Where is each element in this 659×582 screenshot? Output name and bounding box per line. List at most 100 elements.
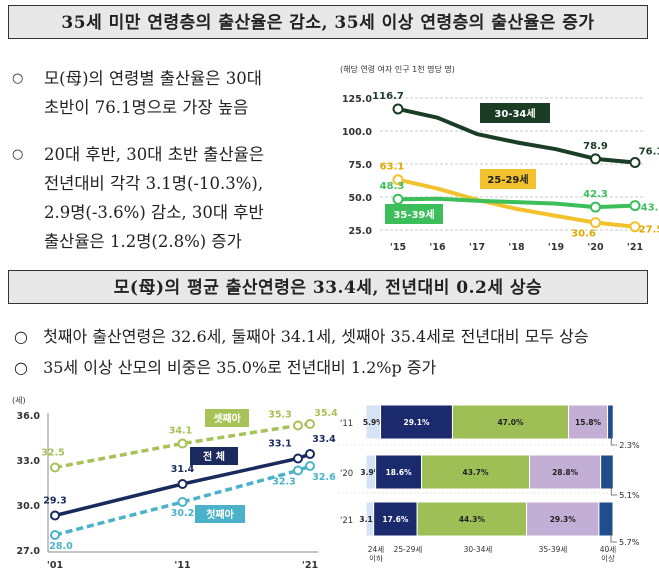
data-point (629, 157, 641, 169)
segment-label: 43.7% (463, 468, 490, 477)
age-share-stacked-bar-chart: '11 5.9% 29.1% 47.0% 15.8% 2.3% '20 3.9% 18.6% 43… (338, 404, 640, 563)
data-label: 34.1 (169, 426, 192, 437)
series-line-셋째아 (54, 422, 311, 470)
label-leader (610, 485, 618, 496)
y-tick-label: 36.0 (17, 411, 41, 422)
legend-box (480, 103, 550, 123)
legend-label: 35-39세 (393, 208, 434, 221)
data-point (392, 103, 404, 115)
chart-title: (해당 연령 여자 인구 1천 명당 명) (340, 64, 455, 74)
data-label: 33.4 (312, 434, 336, 445)
legend-label: 전 체 (203, 450, 225, 463)
x-tick-label: '01 (47, 560, 63, 571)
x-tick-label: '11 (174, 560, 190, 571)
bar-segment-25-29세 (380, 404, 453, 440)
segment-label: 18.6% (386, 468, 413, 477)
y-tick-label: 75.0 (349, 160, 373, 171)
legend-box (190, 447, 238, 465)
bullet-2-line2: 전년대비 각각 3.1명(-10.3%), (44, 174, 264, 193)
segment-label: 3.9% (360, 468, 381, 477)
x-tick-label: '16 (429, 242, 446, 253)
bullet-2-line3: 2.9명(-3.6%) 감소, 30대 후반 (44, 203, 264, 222)
data-point (590, 217, 601, 229)
category-label: '11 (340, 419, 353, 429)
data-label: 33.1 (268, 439, 291, 450)
bullet-marker: ○ (12, 71, 24, 86)
data-label: 30.2 (171, 508, 194, 519)
y-tick-label: 125.0 (342, 94, 372, 105)
data-label: 32.3 (272, 477, 295, 488)
data-label: 63.1 (380, 162, 405, 173)
data-point (293, 420, 303, 431)
data-label: 30.6 (571, 229, 596, 240)
segment-label: 47.0% (497, 418, 524, 427)
bar-segment-40세 이상 (600, 454, 614, 490)
y-tick-label: 30.0 (17, 501, 41, 512)
data-point (177, 497, 188, 507)
legend-box (195, 505, 245, 523)
category-label: '20 (340, 469, 353, 479)
data-point (305, 449, 315, 459)
axis-label: 40세 (600, 545, 617, 554)
axis-label: 이상 (601, 553, 615, 563)
bar-segment-30-34세 (421, 454, 531, 490)
bar-segment-35-39세 (526, 501, 600, 537)
bar-segment-40세 이상 (598, 501, 614, 537)
data-label: 28.0 (49, 541, 73, 552)
x-tick-label: '21 (302, 560, 318, 571)
bullet-marker: ○ (14, 327, 28, 346)
data-label: 35.3 (268, 410, 291, 421)
section-header-top: 35세 미만 연령층의 출산율은 감소, 35세 이상 연령층의 출산율은 증가 (8, 5, 648, 39)
bullet-4: ○ 35세 이상 산모의 비중은 35.0%로 전년대비 1.2%p 증가 (14, 357, 436, 379)
segment-label: 44.3% (459, 515, 486, 524)
data-point (590, 201, 601, 213)
data-point (629, 221, 641, 233)
segment-label: 15.8% (575, 418, 602, 427)
data-label: 48.3 (380, 181, 405, 192)
bullet-4-text: 35세 이상 산모의 비중은 35.0%로 전년대비 1.2%p 증가 (43, 358, 437, 377)
series-line-전 체 (54, 452, 311, 518)
data-label: 32.6 (312, 472, 336, 483)
segment-label: 17.6% (382, 515, 409, 524)
y-tick-label: 100.0 (342, 127, 372, 138)
bar-segment-40세 이상 (607, 404, 614, 440)
y-tick-label: 50.0 (349, 193, 373, 204)
data-point (293, 465, 303, 476)
data-point (177, 479, 188, 489)
data-label: 29.3 (43, 496, 66, 507)
data-label: 42.3 (583, 189, 608, 200)
axis-label: 35-39세 (539, 545, 568, 554)
data-point (392, 174, 404, 186)
bar-segment-35-39세 (568, 404, 609, 440)
bar-segment-30-34세 (451, 404, 570, 440)
legend-box (480, 169, 536, 189)
legend-label: 25-29세 (487, 173, 528, 186)
data-point (50, 510, 60, 521)
label-leader (610, 532, 617, 543)
section-header-middle: 모(母)의 평균 출산연령은 33.4세, 전년대비 0.2세 상승 (8, 270, 648, 304)
bullet-1-line1: 모(母)의 연령별 출산율은 30대 (44, 69, 262, 88)
axis-label: 24세 (368, 545, 385, 554)
bullet-1-line2: 초반이 76.1명으로 가장 높음 (44, 98, 249, 117)
axis-label: 30-34세 (464, 545, 493, 554)
unit-label: (세) (12, 396, 26, 405)
maternal-age-line-chart: (세) 36.0 33.0 30.0 27.0 '01 '11 '21 32.5 34.1 35.4… (12, 396, 338, 571)
data-point (392, 193, 404, 205)
bullet-3-text: 첫째아 출산연령은 32.6세, 둘째아 34.1세, 셋째아 35.4세로 전… (43, 327, 589, 346)
x-tick-label: '21 (627, 242, 643, 253)
segment-label: 5.1% (619, 491, 640, 500)
data-point (50, 530, 60, 540)
data-point (305, 419, 315, 429)
data-point (50, 462, 60, 473)
bullet-marker: ○ (12, 147, 24, 162)
data-point (590, 153, 601, 165)
data-point (305, 461, 315, 471)
bullet-2-line4: 출산율은 1.2명(2.8%) 증가 (44, 232, 242, 251)
segment-label: 29.3% (550, 515, 577, 524)
legend-label: 30-34세 (494, 107, 535, 120)
bullet-3: ○ 첫째아 출산연령은 32.6세, 둘째아 34.1세, 셋째아 35.4세로… (14, 326, 589, 348)
bar-segment-30-34세 (416, 501, 528, 537)
category-label: '21 (340, 516, 353, 526)
bullet-1: ○ 모(母)의 연령별 출산율은 30대 초반이 76.1명으로 가장 높음 (12, 64, 262, 122)
legend-label: 첫째아 (206, 508, 234, 521)
